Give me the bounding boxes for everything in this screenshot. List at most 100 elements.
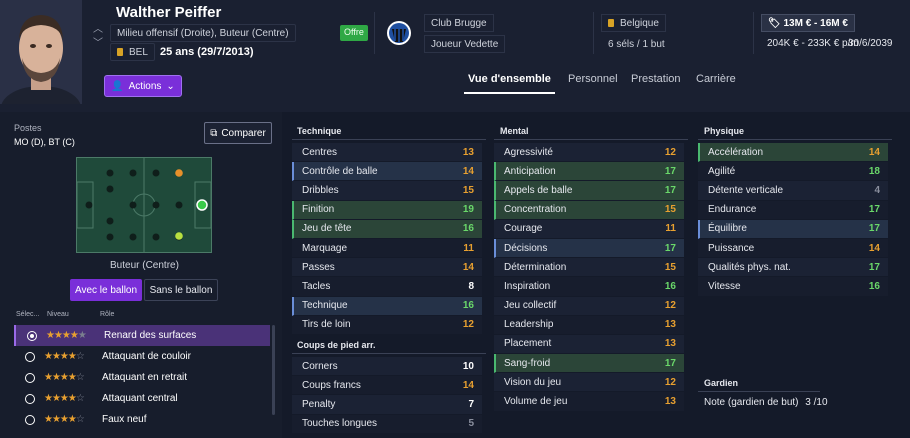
attribute-row[interactable]: Leadership 13	[494, 315, 684, 335]
attribute-row[interactable]: Appels de balle 17	[494, 181, 684, 201]
attribute-value: 16	[664, 280, 676, 292]
role-row[interactable]: ★★★★☆ Attaquant en retrait	[14, 367, 270, 388]
attribute-name: Technique	[302, 300, 348, 312]
attribute-row[interactable]: Accélération 14	[698, 143, 888, 163]
section-title-technique: Technique	[297, 126, 342, 136]
club-name[interactable]: Club Brugge	[424, 14, 494, 32]
attribute-value: 17	[868, 204, 880, 216]
attribute-row[interactable]: Coups francs 14	[292, 376, 482, 396]
attribute-row[interactable]: Corners 10	[292, 357, 482, 377]
attribute-value: 12	[664, 146, 676, 158]
role-row[interactable]: ★★★★★ Renard des surfaces	[14, 325, 270, 346]
role-radio[interactable]	[25, 372, 35, 383]
role-radio[interactable]	[25, 351, 35, 362]
attribute-value: 17	[664, 242, 676, 254]
section-divider	[698, 139, 892, 140]
attribute-row[interactable]: Qualités phys. nat. 17	[698, 258, 888, 278]
flag-icon	[117, 48, 123, 56]
attribute-name: Leadership	[504, 319, 554, 331]
attribute-row[interactable]: Détente verticale 4	[698, 181, 888, 201]
attribute-value: 14	[462, 261, 474, 273]
attribute-row[interactable]: Placement 13	[494, 334, 684, 355]
tab-overview[interactable]: Vue d'ensemble	[464, 72, 555, 94]
attribute-row[interactable]: Tirs de loin 12	[292, 315, 482, 335]
compare-button[interactable]: ⧉ Comparer	[204, 122, 272, 144]
star-rating-icon: ★★★★☆	[44, 351, 85, 362]
attribute-name: Accélération	[708, 146, 764, 158]
column-level[interactable]: Niveau	[47, 311, 69, 318]
attribute-name: Tacles	[302, 280, 331, 292]
player-age: 25 ans (29/7/2013)	[160, 46, 254, 58]
section-divider	[494, 139, 688, 140]
contract-end: 30/6/2039	[848, 38, 893, 49]
attribute-row[interactable]: Sang-froid 17	[494, 354, 684, 374]
attribute-row[interactable]: Vision du jeu 12	[494, 373, 684, 393]
tab-performance[interactable]: Prestation	[631, 73, 681, 85]
club-status: Joueur Vedette	[424, 35, 506, 53]
attribute-row[interactable]: Volume de jeu 13	[494, 392, 684, 412]
role-radio[interactable]	[27, 330, 37, 341]
attribute-row[interactable]: Agressivité 12	[494, 143, 684, 163]
with-ball-toggle[interactable]: Avec le ballon	[70, 279, 142, 301]
attribute-row[interactable]: Technique 16	[292, 296, 482, 316]
role-row[interactable]: ★★★★☆ Faux neuf	[14, 409, 270, 430]
attribute-row[interactable]: Centres 13	[292, 143, 482, 163]
attribute-name: Centres	[302, 146, 338, 158]
chevron-down-icon: ⌄	[166, 80, 175, 92]
attribute-row[interactable]: Tacles 8	[292, 277, 482, 297]
attribute-value: 13	[664, 396, 676, 408]
attribute-name: Puissance	[708, 242, 755, 254]
attribute-name: Endurance	[708, 204, 757, 216]
attribute-value: 16	[462, 223, 474, 235]
attribute-row[interactable]: Dribbles 15	[292, 181, 482, 201]
attribute-name: Passes	[302, 261, 335, 273]
attribute-row[interactable]: Décisions 17	[494, 238, 684, 259]
tab-personal[interactable]: Personnel	[568, 73, 618, 85]
attribute-row[interactable]: Contrôle de balle 14	[292, 162, 482, 182]
attribute-value: 12	[462, 319, 474, 331]
attribute-row[interactable]: Jeu collectif 12	[494, 296, 684, 316]
star-rating-icon: ★★★★☆	[44, 414, 85, 425]
attribute-row[interactable]: Équilibre 17	[698, 219, 888, 239]
attribute-row[interactable]: Courage 11	[494, 219, 684, 239]
attribute-value: 11	[463, 242, 474, 254]
attribute-row[interactable]: Agilité 18	[698, 162, 888, 182]
attribute-row[interactable]: Touches longues 5	[292, 414, 482, 434]
previous-player-icon[interactable]: ︿	[93, 24, 103, 35]
role-row[interactable]: ★★★★☆ Attaquant central	[14, 388, 270, 409]
attribute-row[interactable]: Passes 14	[292, 258, 482, 278]
attribute-name: Placement	[504, 338, 552, 350]
attribute-row[interactable]: Endurance 17	[698, 200, 888, 220]
attribute-row[interactable]: Jeu de tête 16	[292, 219, 482, 239]
attribute-row[interactable]: Puissance 14	[698, 238, 888, 259]
column-select[interactable]: Sélec...	[16, 311, 40, 318]
player-name: Walther Peiffer	[116, 4, 222, 21]
attribute-row[interactable]: Finition 19	[292, 200, 482, 220]
international-country[interactable]: Belgique	[601, 14, 666, 32]
column-role[interactable]: Rôle	[100, 311, 115, 318]
attribute-value: 16	[868, 280, 880, 292]
flag-icon	[608, 19, 614, 27]
club-crest-icon[interactable]	[386, 18, 412, 48]
role-name: Renard des surfaces	[104, 330, 197, 341]
role-radio[interactable]	[25, 393, 35, 404]
attribute-row[interactable]: Détermination 15	[494, 258, 684, 278]
tab-career[interactable]: Carrière	[696, 73, 736, 85]
role-list-scrollbar[interactable]	[272, 325, 275, 415]
role-row[interactable]: ★★★★☆ Attaquant de couloir	[14, 346, 270, 367]
attribute-row[interactable]: Inspiration 16	[494, 277, 684, 297]
without-ball-toggle[interactable]: Sans le ballon	[144, 279, 218, 301]
attribute-row[interactable]: Vitesse 16	[698, 277, 888, 297]
goalkeeper-value: 3 /10	[805, 397, 828, 408]
actions-button[interactable]: 👤 Actions ⌄	[104, 75, 182, 97]
attribute-row[interactable]: Concentration 15	[494, 200, 684, 220]
attribute-row[interactable]: Anticipation 17	[494, 162, 684, 182]
nationality[interactable]: BEL	[110, 43, 155, 61]
role-radio[interactable]	[25, 414, 35, 425]
attribute-row[interactable]: Penalty 7	[292, 395, 482, 415]
attribute-row[interactable]: Marquage 11	[292, 238, 482, 259]
offer-badge[interactable]: Offre	[340, 25, 368, 41]
attribute-name: Volume de jeu	[504, 396, 568, 408]
next-player-icon[interactable]: ﹀	[93, 38, 103, 49]
attribute-value: 12	[664, 376, 676, 388]
